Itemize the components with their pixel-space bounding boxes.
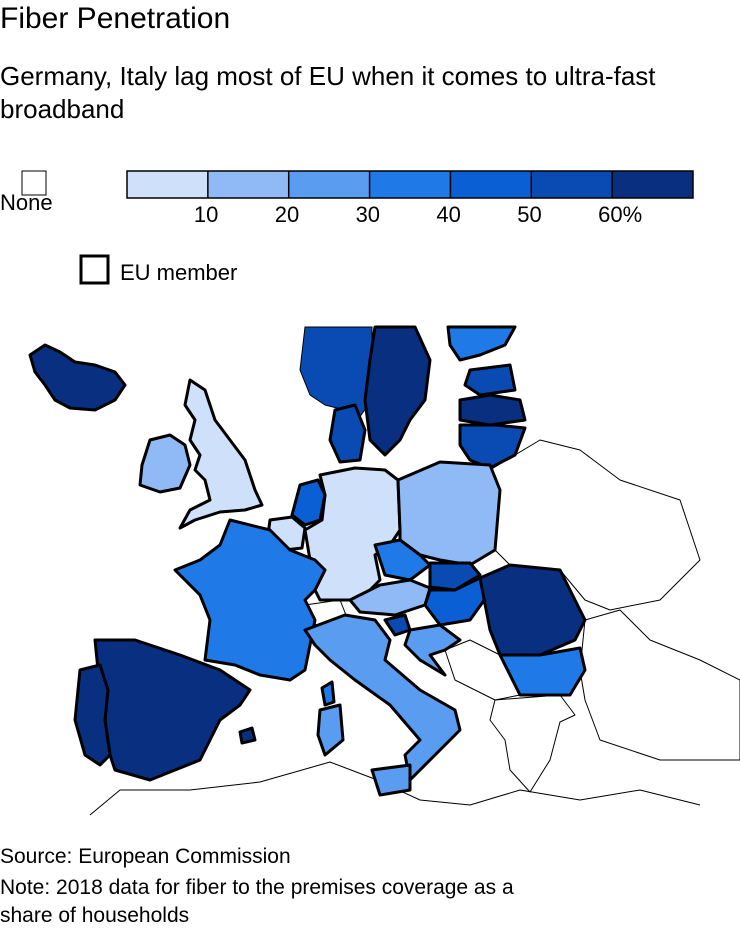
scale-tick-label: 30 <box>356 202 380 227</box>
corsica <box>320 680 336 707</box>
scale-border <box>126 170 694 199</box>
map-and-legend: None EU member 10 20 30 40 50 60% <box>0 170 740 816</box>
denmark <box>328 403 367 464</box>
croatia <box>403 623 462 677</box>
balearics <box>238 726 257 745</box>
france <box>173 518 327 682</box>
note: Note: 2018 data for fiber to the premise… <box>0 876 514 927</box>
scale-bin <box>288 171 370 198</box>
scale-bin <box>127 171 208 198</box>
scale-bin <box>369 171 451 198</box>
norway <box>299 326 373 423</box>
turkey-black-sea <box>579 609 740 761</box>
iceland <box>28 343 127 412</box>
uk <box>178 378 264 530</box>
ireland <box>138 433 192 494</box>
scale-bin <box>531 171 613 198</box>
romania <box>478 563 587 657</box>
scale-bin <box>612 171 693 198</box>
scale-bin <box>207 171 289 198</box>
italy <box>303 613 462 782</box>
scale-bin <box>450 171 532 198</box>
scale-tick-label: 20 <box>275 202 299 227</box>
bulgaria <box>498 646 587 697</box>
none-label: None <box>0 190 53 215</box>
sweden <box>363 325 432 457</box>
netherlands <box>290 478 327 527</box>
none-swatch <box>21 170 47 196</box>
sardinia <box>316 703 345 757</box>
eu-member-swatch <box>79 254 110 285</box>
greece <box>489 694 576 793</box>
latvia <box>458 393 527 427</box>
finland <box>446 325 517 362</box>
eu-member-label: EU member <box>120 260 237 285</box>
scale-tick-label: 60% <box>598 202 642 227</box>
scale-tick-label: 10 <box>194 202 218 227</box>
subtitle: Germany, Italy lag most of EU when it co… <box>0 61 656 124</box>
lithuania <box>458 423 527 470</box>
scale-tick-label: 50 <box>517 202 541 227</box>
portugal <box>73 663 112 767</box>
estonia <box>463 363 517 397</box>
title: Fiber Penetration <box>0 2 231 35</box>
source: Source: European Commission <box>0 845 291 868</box>
slovenia <box>383 613 412 637</box>
sicily <box>370 763 412 797</box>
hungary <box>423 576 497 627</box>
scale-tick-label: 40 <box>436 202 460 227</box>
map <box>28 325 740 816</box>
color-scale: 10 20 30 40 50 60% <box>126 170 694 227</box>
